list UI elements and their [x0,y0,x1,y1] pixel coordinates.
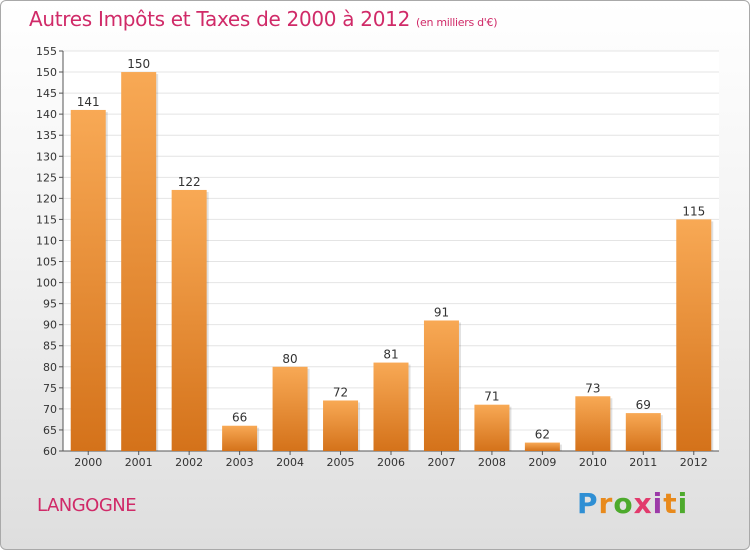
x-tick-label: 2004 [276,456,304,469]
y-tick-label: 150 [36,66,57,79]
y-tick-label: 95 [43,298,57,311]
x-tick-label: 2007 [427,456,455,469]
bar-2000 [70,109,106,452]
y-tick-label: 105 [36,256,57,269]
y-tick-label: 120 [36,192,57,205]
bar-2005 [323,400,359,451]
title-unit: (en milliers d'€) [416,16,498,29]
x-tick-label: 2011 [629,456,657,469]
y-tick-label: 145 [36,87,57,100]
y-tick-label: 80 [43,361,57,374]
y-tick-label: 155 [36,45,57,58]
x-tick-label: 2010 [579,456,607,469]
y-tick-label: 135 [36,129,57,142]
x-tick-label: 2005 [327,456,355,469]
value-label: 81 [383,348,398,362]
title-text: Autres Impôts et Taxes de 2000 à 2012 [29,7,410,31]
value-label: 66 [232,411,247,425]
value-label: 72 [333,385,348,399]
bar-2003 [222,425,258,451]
y-tick-label: 90 [43,319,57,332]
bar-2004 [272,366,308,451]
x-tick-label: 2001 [125,456,153,469]
value-label: 80 [282,352,297,366]
bar-2006 [373,362,409,451]
bar-2011 [625,413,661,451]
y-tick-label: 125 [36,171,57,184]
value-label: 115 [682,204,705,218]
bar-2012 [676,219,712,451]
y-tick-label: 75 [43,382,57,395]
value-label: 73 [585,381,600,395]
value-label: 122 [178,175,201,189]
x-tick-label: 2000 [74,456,102,469]
chart-title: Autres Impôts et Taxes de 2000 à 2012 (en… [29,7,497,31]
x-tick-label: 2008 [478,456,506,469]
y-tick-label: 85 [43,340,57,353]
bar-2008 [474,404,510,451]
value-label: 62 [535,428,550,442]
x-tick-label: 2009 [528,456,556,469]
value-label: 71 [484,390,499,404]
bar-2009 [524,442,560,451]
y-tick-label: 115 [36,213,57,226]
y-tick-label: 140 [36,108,57,121]
y-tick-label: 110 [36,234,57,247]
value-label: 150 [127,57,150,71]
value-label: 141 [77,95,100,109]
y-tick-label: 130 [36,150,57,163]
bar-2007 [423,320,459,451]
bar-2002 [171,189,207,451]
y-tick-label: 60 [43,445,57,458]
x-tick-label: 2012 [680,456,708,469]
y-tick-label: 70 [43,403,57,416]
x-tick-label: 2006 [377,456,405,469]
value-label: 69 [636,398,651,412]
proxiti-logo: Proxiti [577,487,689,520]
y-tick-label: 65 [43,424,57,437]
bar-2010 [575,396,611,451]
bar-2001 [121,72,157,451]
value-label: 91 [434,305,449,319]
x-tick-label: 2002 [175,456,203,469]
x-tick-label: 2003 [226,456,254,469]
place-name: LANGOGNE [37,495,137,516]
y-tick-label: 100 [36,277,57,290]
